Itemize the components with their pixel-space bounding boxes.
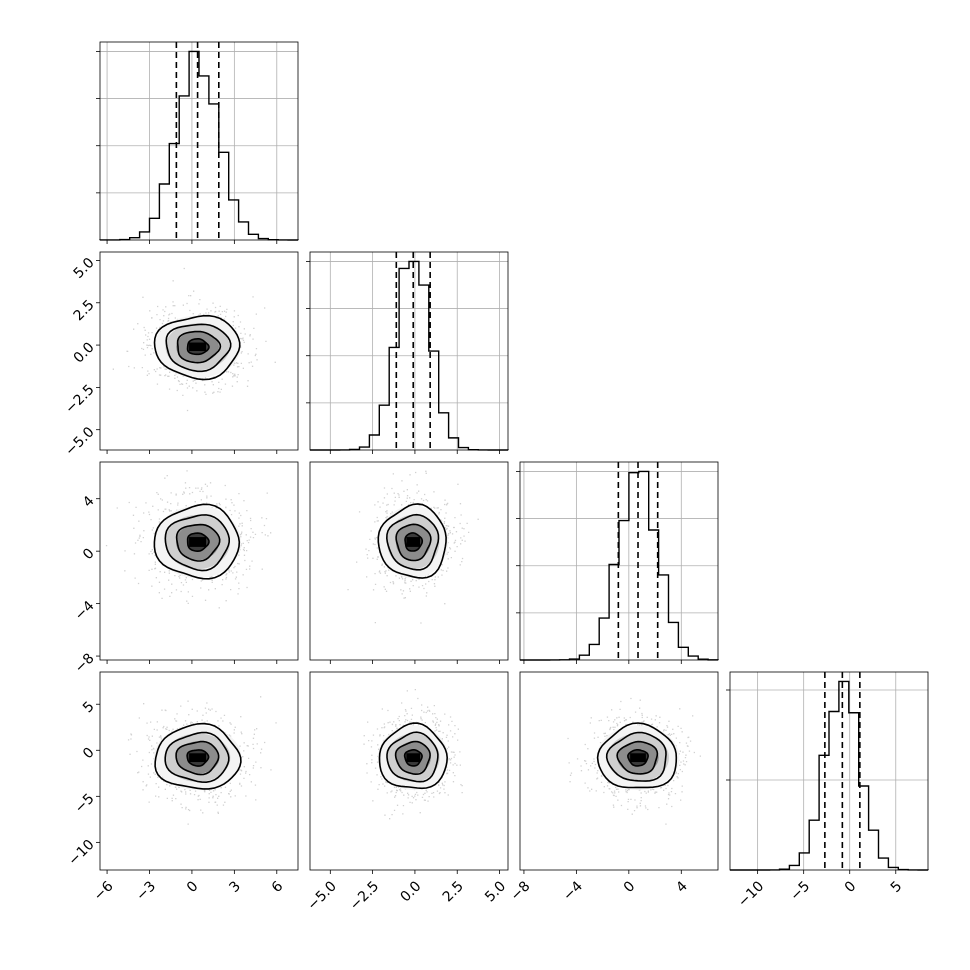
y-tick-label: −5 [72, 791, 98, 817]
x-tick-label: 0 [842, 878, 860, 896]
scatter-panel-2-0: −8 −4 0 4 [72, 461, 299, 676]
x-tick-label: 0 [184, 878, 202, 896]
density-peak [189, 753, 207, 763]
x-tick-label: −10 [735, 878, 767, 910]
y-tick-label: 5.0 [71, 255, 98, 282]
scatter-panel-2-1 [309, 461, 509, 664]
scatter-panel-3-1: −5.0 −2.5 0.0 2.5 5.0 [305, 671, 509, 914]
contour-level-0 [186, 749, 210, 767]
hist-panel-0 [96, 41, 299, 244]
panel-frame [729, 671, 929, 871]
x-tick-label: 0 [621, 878, 639, 896]
contour-level-2 [386, 731, 439, 783]
contour-level-3 [378, 722, 449, 790]
x-tick-label: 5 [888, 878, 906, 896]
contour-level-1 [395, 523, 432, 562]
density-peak [189, 342, 207, 351]
x-tick-label: −3 [133, 878, 159, 904]
y-tick-label: −10 [65, 837, 97, 869]
contour-level-1 [176, 330, 222, 364]
density-peak [406, 753, 420, 763]
y-tick-label: −8 [72, 650, 98, 676]
contour-level-3 [153, 503, 241, 580]
x-tick-label: −8 [508, 878, 534, 904]
contour-level-2 [165, 323, 232, 373]
contour-level-1 [175, 523, 221, 562]
x-tick-label: −6 [91, 878, 117, 904]
y-tick-label: 0.0 [71, 339, 98, 366]
contour-level-3 [377, 503, 447, 579]
y-tick-label: 0 [80, 745, 98, 763]
x-tick-label: −5.0 [305, 878, 340, 913]
y-tick-label: −2.5 [62, 382, 97, 417]
x-tick-label: 3 [226, 878, 244, 896]
y-tick-label: 4 [80, 493, 98, 511]
contour-level-3 [154, 722, 242, 790]
panel-frame [309, 461, 509, 661]
y-tick-label: 0 [80, 546, 98, 564]
contour-level-1 [616, 740, 659, 775]
x-tick-label: 2.5 [440, 878, 467, 905]
scatter-panel-3-2: −8 −4 0 4 [508, 671, 719, 904]
x-tick-label: 6 [269, 878, 287, 896]
x-tick-label: 5.0 [482, 878, 509, 905]
density-peak [189, 537, 207, 547]
contour-level-2 [164, 514, 230, 572]
contour-level-0 [404, 532, 424, 552]
panel-frame [519, 461, 719, 661]
panel-frame [99, 41, 299, 241]
density-peak [630, 753, 646, 763]
contour-level-0 [186, 338, 210, 356]
scatter-panel-3-0: −10 −5 0 5 −6 −3 0 3 6 [65, 671, 299, 904]
panel-frame [309, 251, 509, 451]
contour-level-2 [605, 731, 667, 782]
y-tick-label: 2.5 [71, 297, 98, 324]
contour-level-3 [153, 314, 241, 381]
contour-level-3 [596, 722, 678, 789]
x-tick-label: 0.0 [397, 878, 424, 905]
contour-level-1 [175, 740, 220, 776]
contour-level-1 [394, 740, 431, 776]
x-tick-label: −4 [560, 878, 586, 904]
x-tick-label: −5 [787, 878, 813, 904]
hist-panel-2 [516, 461, 719, 664]
y-tick-label: −5.0 [62, 424, 97, 459]
y-tick-label: 5 [80, 699, 98, 717]
contour-level-0 [627, 749, 649, 767]
density-peak [406, 537, 420, 547]
contour-level-2 [385, 513, 440, 571]
panel-frame [309, 671, 509, 871]
contour-level-0 [186, 532, 210, 553]
hist-panel-3: −10 −5 0 5 [726, 671, 929, 911]
histogram-3 [730, 680, 929, 871]
x-tick-label: −2.5 [347, 878, 382, 913]
y-tick-label: −4 [72, 598, 98, 624]
hist-panel-1 [306, 251, 509, 454]
contour-level-2 [164, 731, 230, 784]
panel-frame [519, 671, 719, 871]
contour-level-0 [403, 749, 423, 767]
scatter-panel-1-0: −5.0 −2.5 0.0 2.5 5.0 [62, 251, 299, 459]
x-tick-label: 4 [673, 878, 691, 896]
panel-frame [99, 461, 299, 661]
panel-frame [99, 251, 299, 451]
histogram-0 [99, 50, 299, 241]
panel-frame [99, 671, 299, 871]
